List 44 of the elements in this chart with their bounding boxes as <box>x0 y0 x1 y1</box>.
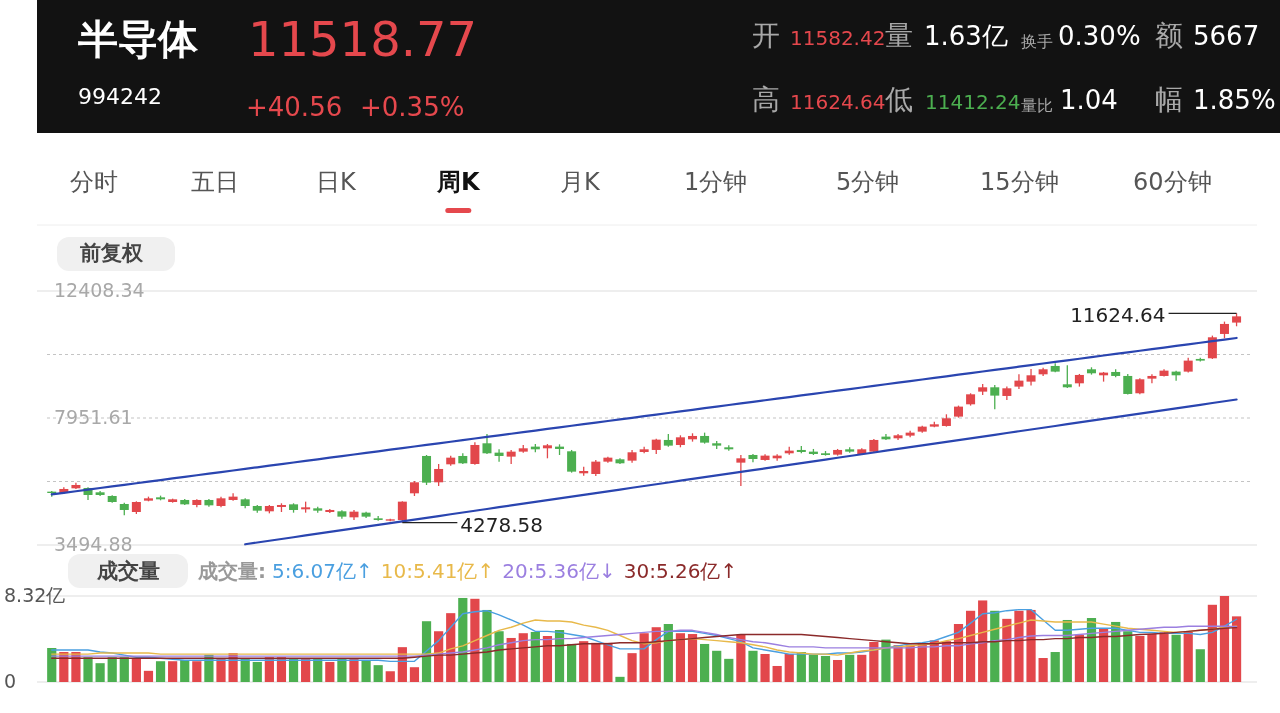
text: 10:5.41亿↑ <box>380 558 495 583</box>
text: 1.04 <box>1060 84 1118 115</box>
text: 开 <box>752 19 780 52</box>
text: 周K <box>436 168 481 196</box>
chart-title: 半导体 <box>77 16 199 62</box>
text: 11518.77 <box>248 11 478 67</box>
y-tick-label: 8.32亿 <box>4 583 66 606</box>
text: +0.35% <box>360 91 465 122</box>
legend-title: 成交量: <box>197 558 266 583</box>
text: 5:6.07亿↑ <box>272 558 373 583</box>
text: 0.30% <box>1058 20 1141 51</box>
text: 前复权 <box>79 241 144 265</box>
text: 15分钟 <box>980 168 1059 196</box>
y-tick-label: 0 <box>4 669 17 692</box>
text: 月K <box>560 168 601 196</box>
text: 分时 <box>70 168 118 196</box>
y-tick-label: 3494.88 <box>54 532 133 555</box>
chart-subtitle: 994242 <box>78 84 162 109</box>
text: 额 <box>1155 19 1183 52</box>
chart-title: 成交量 <box>95 559 160 583</box>
text: 5分钟 <box>836 168 900 196</box>
annotation: 4278.58 <box>460 513 544 538</box>
text: 高 <box>752 83 780 116</box>
y-tick-label: 7951.61 <box>54 405 133 428</box>
text: 1.63亿 <box>924 20 1008 51</box>
y-tick-label: 12408.34 <box>54 278 145 301</box>
text: 30:5.26亿↑ <box>623 558 738 583</box>
text: 5667 <box>1193 20 1260 51</box>
text: 11624.64 <box>790 89 886 114</box>
annotation: 11624.64 <box>1070 302 1166 327</box>
text: 11412.24 <box>925 89 1021 114</box>
text: 1.85% <box>1193 84 1276 115</box>
text: 幅 <box>1155 83 1183 116</box>
text: 日K <box>316 168 357 196</box>
text: 换手 <box>1021 31 1053 51</box>
text: 20:5.36亿↓ <box>502 558 616 583</box>
text: 11582.42 <box>790 25 886 50</box>
text: 低 <box>885 83 913 116</box>
text: 量 <box>885 19 913 52</box>
text: 60分钟 <box>1133 168 1212 196</box>
text: 量比 <box>1021 95 1053 115</box>
text: 五日 <box>191 168 239 196</box>
text: 1分钟 <box>684 168 748 196</box>
text: +40.56 <box>246 91 343 122</box>
